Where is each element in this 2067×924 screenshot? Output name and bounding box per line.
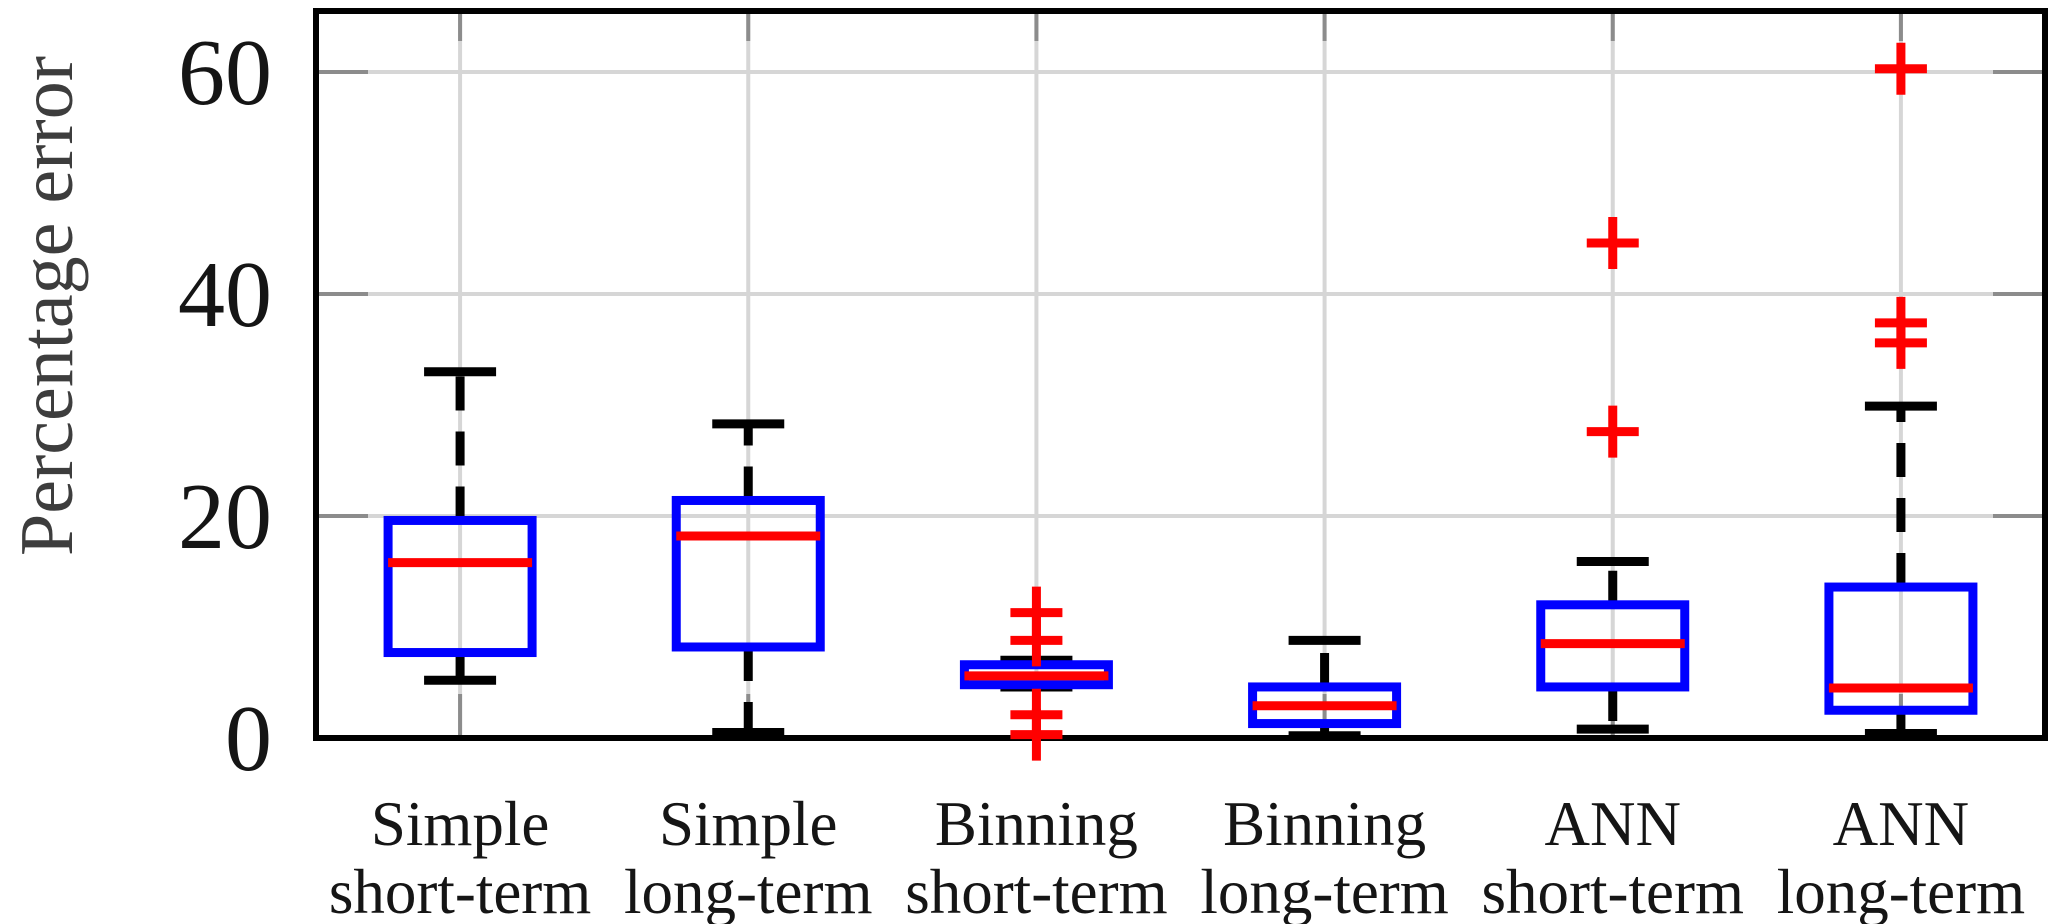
- x-tick-label-line2: short-term: [329, 857, 591, 924]
- y-tick-label: 40: [178, 243, 272, 347]
- x-tick-label-line2: long-term: [624, 857, 872, 924]
- outliers-layer: [1010, 42, 1927, 761]
- x-tick-label-line2: long-term: [1200, 857, 1448, 924]
- x-tick-label-line2: short-term: [905, 857, 1167, 924]
- boxes-layer: [383, 367, 1978, 741]
- y-tick-label: 20: [178, 465, 272, 569]
- x-tick-label-line1: ANN: [1545, 789, 1682, 859]
- x-tick-label-line1: ANN: [1833, 789, 1970, 859]
- x-tick-label-line2: short-term: [1482, 857, 1744, 924]
- plot-border-layer: [313, 8, 2048, 741]
- axis-labels-layer: 0204060Simpleshort-termSimplelong-termBi…: [178, 21, 2025, 924]
- iqr-box: [1824, 582, 1978, 715]
- x-tick-label-line1: Binning: [935, 789, 1138, 859]
- tickmarks-layer: [316, 11, 2045, 738]
- x-tick-label-line1: Binning: [1223, 789, 1426, 859]
- plot-border: [313, 8, 2048, 741]
- gridlines-layer: [316, 11, 2045, 738]
- x-tick-label-line1: Simple: [659, 789, 838, 859]
- x-tick-label-line1: Simple: [371, 789, 550, 859]
- iqr-box: [671, 495, 825, 652]
- x-tick-label-line2: long-term: [1777, 857, 2025, 924]
- y-tick-label: 60: [178, 21, 272, 125]
- iqr-box: [383, 515, 537, 658]
- y-tick-label: 0: [225, 687, 272, 791]
- y-axis-title: Percentage error: [5, 56, 89, 556]
